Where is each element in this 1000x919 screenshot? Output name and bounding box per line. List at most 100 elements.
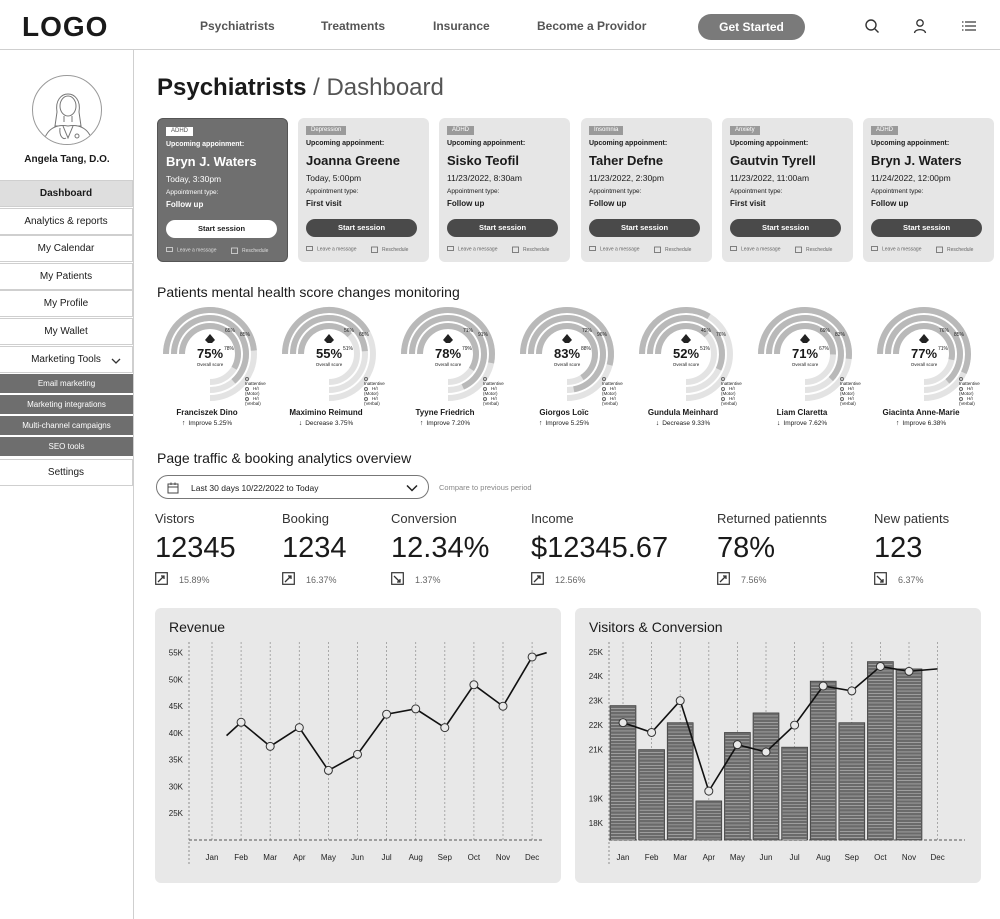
sidebar-item-patients[interactable]: My Patients [0,263,133,290]
gauge-legend-item: Inattentive [364,376,391,386]
visitors-bar [752,712,780,841]
reschedule-link[interactable]: Reschedule [512,246,549,253]
leave-message-label: Leave a message [458,246,498,253]
avatar[interactable] [32,75,102,145]
visitors-bar [638,749,665,841]
gauge-legend-label: H/I (Motor) [959,386,974,396]
start-session-button[interactable]: Start session [871,219,982,237]
kpi-label: Conversion [391,511,457,526]
appointment-card[interactable]: Depression Upcoming appoinment: Joanna Gre… [298,118,429,262]
nav-treatments[interactable]: Treatments [321,19,386,33]
gauge-legend-item: H/I (Verbal) [840,396,867,406]
upcoming-label: Upcoming appoinment: [447,140,526,147]
visitors-bar [895,668,923,841]
sidebar-sub-multichannel-campaigns[interactable]: Multi-channel campaigns [0,416,133,436]
patient-name: Sisko Teofil [447,153,519,168]
compare-previous-link[interactable]: Compare to previous period [439,483,532,492]
appointment-card[interactable]: Insomnia Upcoming appoinment: Taher Defne 1… [581,118,712,262]
leave-message-link[interactable]: Leave a message [871,246,921,252]
leave-message-link[interactable]: Leave a message [306,246,356,252]
start-session-button[interactable]: Start session [730,219,841,237]
nav-become-provider[interactable]: Become a Providor [537,19,647,33]
upcoming-label: Upcoming appoinment: [589,140,668,147]
gauge-legend-item: H/I (Verbal) [483,396,510,406]
data-point [440,723,450,733]
page-title-sub: Dashboard [326,74,444,101]
appointment-card[interactable]: Anxiety Upcoming appoinment: Gautvin Tyrel… [722,118,853,262]
star-icon [919,334,929,343]
sidebar-item-wallet[interactable]: My Wallet [0,318,133,345]
date-range-select[interactable]: Last 30 days 10/22/2022 to Today [156,475,429,499]
search-icon[interactable] [864,18,880,34]
start-session-button[interactable]: Start session [166,220,277,238]
sidebar-sub-seo-tools[interactable]: SEO tools [0,437,133,457]
visitors-bar [838,722,866,841]
arrow-up-icon: ↑ [538,420,543,427]
get-started-button[interactable]: Get Started [698,14,805,40]
gauge-arc [655,323,709,355]
leave-message-link[interactable]: Leave a message [730,246,780,252]
data-point [469,680,479,690]
nav-insurance[interactable]: Insurance [433,19,490,33]
upcoming-label: Upcoming appoinment: [730,140,809,147]
patient-name: Gautvin Tyrell [730,153,816,168]
appointment-card[interactable]: ADHD Upcoming appoinment: Bryn J. Waters To… [157,118,288,262]
overall-score-label: Overall score [315,362,343,367]
leave-message-link[interactable]: Leave a message [589,246,639,252]
gauge-value-c: 51% [700,346,711,352]
overall-score-value: 83% [553,346,581,361]
sidebar-item-calendar[interactable]: My Calendar [0,235,133,262]
revenue-title: Revenue [169,619,226,635]
sidebar-sub-email-marketing[interactable]: Email marketing [0,374,133,394]
gauge-value-b: 76% [716,332,727,338]
sidebar-item-marketing-tools[interactable]: Marketing Tools [0,346,133,373]
condition-tag: Anxiety [730,126,760,135]
score-change: ↑ Improve 5.25% [509,420,619,427]
kpi-change: 7.56% [717,572,827,585]
sidebar-sub-marketing-integrations[interactable]: Marketing integrations [0,395,133,415]
kpi-change-value: 16.37% [306,575,337,585]
gauge-arc [290,315,368,355]
x-tick-label: Sep [438,853,453,862]
leave-message-label: Leave a message [882,246,922,253]
reschedule-link[interactable]: Reschedule [654,246,691,253]
data-point [761,747,771,757]
gauge-value-b: 91% [478,332,489,338]
appointment-card[interactable]: ADHD Upcoming appoinment: Sisko Teofil 11/2… [439,118,570,262]
gauge-legend-item: H/I (Verbal) [959,396,986,406]
score-gauge: 65% 85% 78% 75% Overall score Inattentive H/I … [162,306,272,434]
visitors-conversion-title: Visitors & Conversion [589,619,723,635]
gauge-arc [401,307,495,364]
star-icon [324,334,334,343]
appointment-card[interactable]: ADHD Upcoming appoinment: Bryn J. Waters 11… [863,118,994,262]
message-icon [447,246,454,251]
reschedule-link[interactable]: Reschedule [231,247,268,254]
sidebar-item-settings[interactable]: Settings [0,459,133,486]
doctor-name: Angela Tang, D.O. [24,154,110,165]
start-session-button[interactable]: Start session [447,219,558,237]
gauge-legend-label: H/I (Verbal) [364,396,380,406]
kpi-card: Conversion 12.34% 1.37% [391,511,489,585]
start-session-button[interactable]: Start session [589,219,700,237]
sidebar-item-dashboard[interactable]: Dashboard [0,180,133,207]
gauge-value-a: 56% [344,328,355,334]
logo[interactable]: LOGO [22,11,109,42]
leave-message-link[interactable]: Leave a message [166,247,216,253]
reschedule-link[interactable]: Reschedule [371,246,408,253]
start-session-button[interactable]: Start session [306,219,417,237]
gauge-legend-item: H/I (Motor) [364,386,391,396]
calendar-icon [167,482,179,494]
patient-name: Tyyne Friedrich [415,408,475,417]
sidebar-item-analytics[interactable]: Analytics & reports [0,208,133,235]
score-change-label: Improve 7.62% [783,420,828,427]
leave-message-link[interactable]: Leave a message [447,246,497,252]
menu-icon[interactable] [961,18,977,34]
nav-psychiatrists[interactable]: Psychiatrists [200,19,275,33]
trend-up-icon [717,572,730,585]
reschedule-link[interactable]: Reschedule [795,246,832,253]
patient-name: Giorgos Loïc [539,408,589,417]
sidebar-item-profile[interactable]: My Profile [0,290,133,317]
user-icon[interactable] [912,18,928,34]
x-tick-label: Sep [845,853,860,862]
reschedule-link[interactable]: Reschedule [936,246,973,253]
